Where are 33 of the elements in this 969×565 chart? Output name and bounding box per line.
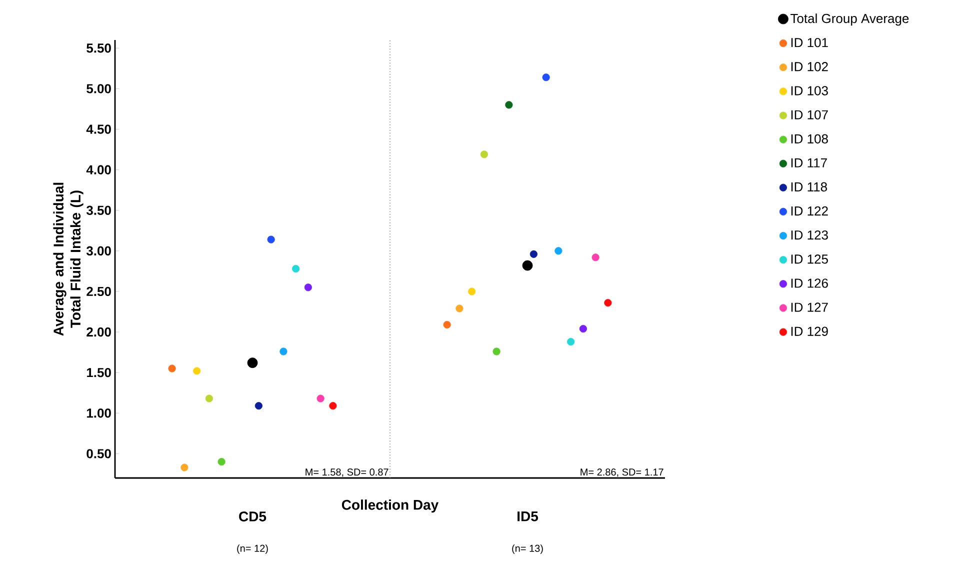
legend-label: ID 123 — [791, 230, 828, 240]
annotation: M= 1.58, SD= 0.87 — [306, 468, 388, 477]
legend-label: ID 101 — [791, 38, 828, 48]
y-tick-label: 5.00 — [86, 84, 111, 94]
legend-label: ID 117 — [791, 158, 827, 168]
y-axis-title: Average and Individual Total Fluid Intake (L) — [53, 182, 84, 336]
text: (n= 12) — [237, 544, 268, 554]
y-tick-label: 1.50 — [86, 368, 111, 378]
annotation: M= 2.86, SD= 1.17 — [580, 468, 664, 477]
y-tick-label: 2.50 — [86, 286, 111, 296]
y-tick-label: 4.50 — [86, 124, 111, 134]
legend-label: ID 102 — [791, 62, 828, 72]
legend-label: ID 103 — [791, 86, 828, 96]
y-tick-label: 3.00 — [86, 246, 111, 256]
y-tick-label: 1.00 — [86, 408, 111, 418]
x-tick-label: CD5 — [239, 512, 266, 522]
y-tick-label: 0.50 — [86, 449, 111, 458]
y-tick-label: 4.00 — [86, 165, 111, 174]
legend-label: ID 108 — [791, 134, 828, 144]
legend-label: ID 118 — [791, 182, 827, 192]
legend-label: ID 127 — [791, 302, 828, 312]
x-tick-label: ID5 — [518, 512, 538, 522]
text: (n= 13) — [512, 544, 543, 554]
y-tick-label: 5.50 — [86, 44, 111, 53]
legend-label: ID 129 — [791, 326, 828, 336]
legend-label: ID 122 — [791, 206, 828, 216]
legend-label: ID 126 — [791, 278, 828, 288]
x-axis-title: Collection Day — [342, 500, 439, 513]
y-tick-label: 2.00 — [86, 327, 111, 337]
y-tick-label: 3.50 — [86, 206, 111, 215]
legend-label: Total Group Average — [790, 14, 909, 26]
legend-label: ID 125 — [791, 254, 828, 264]
legend-label: ID 107 — [791, 110, 828, 120]
